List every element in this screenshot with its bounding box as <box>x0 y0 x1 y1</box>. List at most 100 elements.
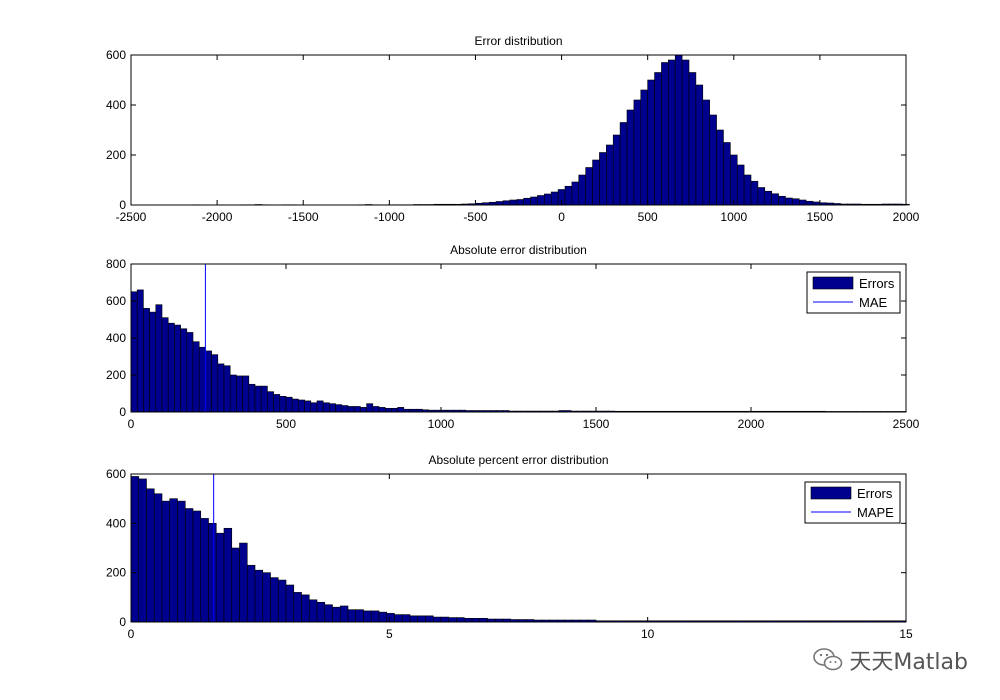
bar <box>208 523 217 623</box>
y-tick-label: 200 <box>106 368 126 382</box>
bar <box>448 617 457 623</box>
bar <box>372 406 380 413</box>
bar <box>231 547 240 623</box>
bar <box>273 394 281 413</box>
bar <box>384 407 392 413</box>
bar <box>456 617 465 623</box>
legend-swatch <box>810 486 852 500</box>
bar <box>716 129 724 206</box>
bar <box>730 154 738 206</box>
bar <box>229 374 237 413</box>
bar <box>626 109 635 206</box>
bar <box>619 122 628 206</box>
bar <box>329 403 336 413</box>
bar <box>177 500 186 623</box>
legend: Errors MAE <box>806 271 901 314</box>
bar <box>143 308 150 413</box>
y-tick-label: 0 <box>119 615 126 629</box>
bar <box>293 592 302 623</box>
bar <box>805 200 814 206</box>
bar <box>285 584 295 623</box>
bar <box>215 532 225 623</box>
bar <box>200 518 209 623</box>
bar <box>495 201 504 206</box>
wechat-icon <box>813 648 843 671</box>
bar <box>370 610 380 623</box>
bar-series <box>130 476 907 623</box>
bar <box>248 383 256 413</box>
bar <box>353 406 361 413</box>
bar <box>661 62 669 206</box>
bar <box>316 400 324 413</box>
x-tick-label: 500 <box>276 417 296 431</box>
bar <box>709 114 717 206</box>
x-tick-label: 1500 <box>807 210 834 224</box>
legend-label: Errors <box>859 276 895 291</box>
axes-frame <box>130 473 907 623</box>
bar <box>550 191 559 206</box>
bar <box>223 365 231 413</box>
bar <box>366 403 374 413</box>
x-tick-label: 2000 <box>893 210 920 224</box>
x-tick-label: 2500 <box>893 417 920 431</box>
bar <box>341 405 349 413</box>
bar <box>471 617 481 623</box>
bar <box>743 174 752 206</box>
bar <box>409 615 419 623</box>
bar <box>757 187 766 206</box>
bar <box>516 199 524 206</box>
bar <box>217 363 225 413</box>
bar <box>339 605 349 623</box>
legend-swatch <box>812 276 854 290</box>
bar <box>695 84 704 206</box>
bar <box>417 615 426 623</box>
y-tick-label: 0 <box>119 198 126 212</box>
bar <box>149 311 157 413</box>
watermark-text: 天天Matlab <box>849 650 968 675</box>
bar <box>138 478 147 623</box>
bar <box>198 346 206 413</box>
bar <box>764 190 772 206</box>
bar <box>397 407 405 413</box>
bar <box>347 406 355 413</box>
bar <box>798 199 807 206</box>
bar <box>130 291 138 413</box>
bar <box>633 99 642 206</box>
bar <box>301 594 310 623</box>
bar <box>169 498 178 623</box>
bar <box>647 79 655 206</box>
bar <box>564 185 573 206</box>
bar <box>530 196 538 206</box>
bar <box>702 99 710 206</box>
bar <box>211 354 219 413</box>
bar <box>146 488 155 623</box>
bar <box>155 304 163 413</box>
axes-box <box>130 54 907 206</box>
bar <box>432 616 442 623</box>
bar <box>440 616 450 623</box>
bar <box>571 181 580 206</box>
bar <box>316 601 326 623</box>
bar <box>192 341 200 413</box>
bar <box>254 385 262 413</box>
bar <box>463 617 473 623</box>
bar <box>161 500 171 623</box>
bar <box>298 399 305 413</box>
bar <box>585 167 593 206</box>
legend-label: Errors <box>857 486 893 501</box>
bar <box>681 59 690 206</box>
axes-frame <box>130 54 907 206</box>
x-tick-label: 5 <box>386 627 393 641</box>
x-tick-label: 1000 <box>720 210 747 224</box>
y-tick-label: 200 <box>106 566 126 580</box>
bar <box>335 404 343 413</box>
bar <box>509 199 518 206</box>
bar <box>223 527 233 623</box>
bar <box>363 610 372 623</box>
x-tick-label: 1500 <box>583 417 610 431</box>
bar <box>324 604 333 623</box>
x-tick-label: 0 <box>128 627 135 641</box>
bar <box>386 613 395 623</box>
y-tick-label: 400 <box>106 516 126 530</box>
